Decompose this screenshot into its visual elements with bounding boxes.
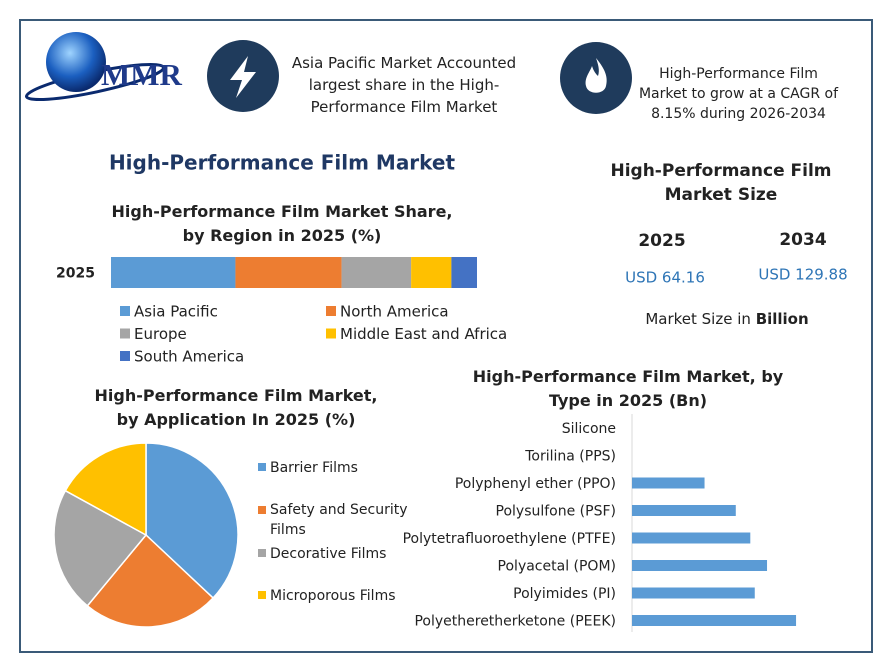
legend-label: North America [340,303,449,321]
chart-title: High-Performance Film Market, by Applica… [94,386,378,429]
size-unit: Market Size in Billion [645,310,808,328]
bar [632,560,768,571]
bar [632,505,736,516]
note: High-Performance Film Market to grow at … [638,66,839,122]
category-label: Silicone [562,421,616,437]
legend-label: Microporous Films [270,588,396,604]
frame [19,19,873,653]
main-title: High-Performance Film Market [109,151,456,175]
legend-swatch [258,549,266,557]
bolt-icon [230,56,256,98]
logo-text: MMR [101,57,183,92]
category-label: Polyphenyl ether (PPO) [455,476,616,492]
flame-icon [585,58,607,93]
bar-segment [411,257,452,288]
legend-label: Barrier Films [270,460,358,476]
chart-title: High-Performance Film Market Share, by R… [111,202,453,245]
year: 2034 [779,230,826,250]
size-value: USD 64.16 [625,269,705,287]
size-value: USD 129.88 [758,266,847,284]
bar [632,615,797,626]
legend-swatch [258,463,266,471]
category-label: Polyimides (PI) [513,586,616,602]
unit: Billion [756,310,809,328]
year: 2025 [638,231,685,251]
legend-label: South America [134,348,244,366]
bar-segment [341,257,412,288]
chart-title: High-Performance Film Market, by Type in… [472,367,784,410]
pie-slice [86,533,215,628]
legend-label: Europe [134,325,187,343]
category-label: Polytetrafluoroethylene (PTFE) [403,531,616,547]
legend-swatch [326,306,336,316]
category-label: Torilina (PPS) [524,449,616,465]
logo-globe [46,32,106,92]
legend-swatch [258,506,266,514]
bar-segment [111,257,236,288]
legend-swatch [258,591,266,599]
bar-segment [235,257,342,288]
unit-prefix: Market Size in [645,310,751,328]
category-label: Polyacetal (POM) [498,559,616,575]
size-title: High-Performance Film Market Size [610,161,832,205]
legend-swatch [326,328,336,339]
note: Asia Pacific Market Accounted largest sh… [291,54,517,116]
category-label: Polyetheretherketone (PEEK) [414,614,616,630]
category-label: Polysulfone (PSF) [496,504,616,520]
legend-label: Middle East and Africa [340,325,507,343]
pie-slice [64,442,147,537]
bar [632,587,755,599]
legend-label: Asia Pacific [134,303,218,321]
category-label: 2025 [56,266,95,282]
bar [632,532,751,544]
legend-swatch [120,351,130,361]
legend-label: Decorative Films [270,546,386,562]
bar-segment [451,257,477,288]
pie-slice [53,489,148,607]
legend-swatch [120,328,130,339]
legend-swatch [120,306,130,316]
bar [632,477,705,489]
legend-label: Safety and Security Films [270,502,408,538]
pie-slice [145,442,239,600]
